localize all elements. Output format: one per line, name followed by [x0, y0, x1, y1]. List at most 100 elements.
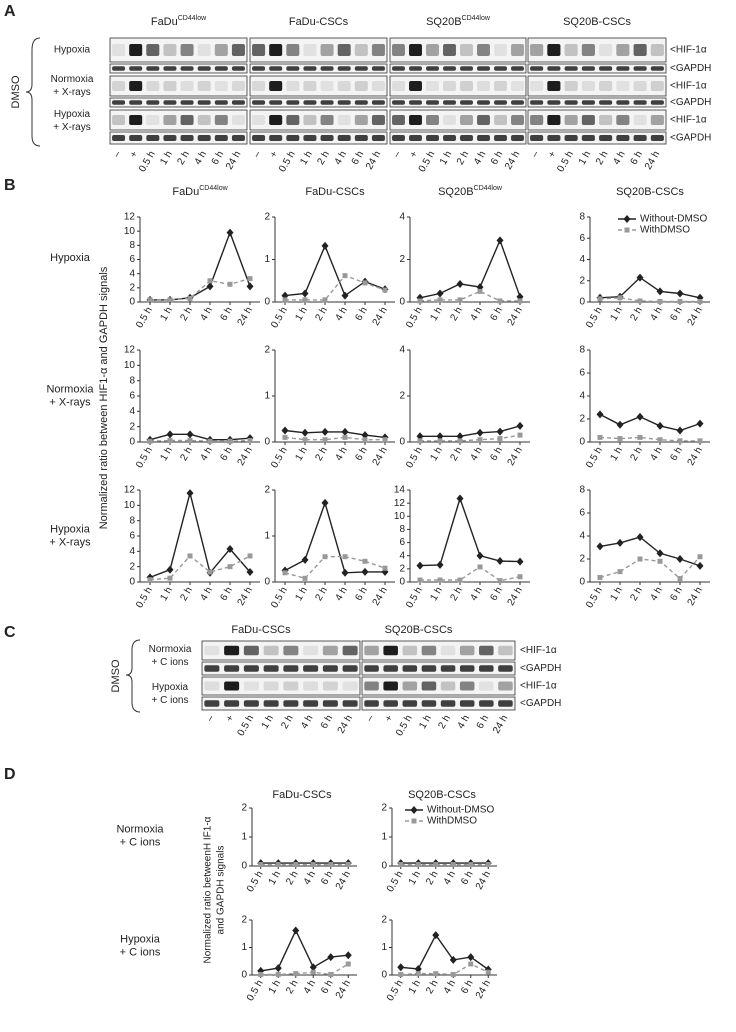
- point: [657, 298, 663, 304]
- blot-band: [112, 81, 126, 91]
- blot-band: [479, 700, 494, 707]
- y-tick-label: 6: [129, 531, 135, 542]
- x-tick-label: 24 h: [236, 445, 255, 467]
- blot-strip: [249, 97, 388, 108]
- blot-strip: [201, 661, 361, 676]
- blot-band: [197, 81, 211, 91]
- point: [416, 561, 424, 570]
- column-title: FaDu-CSCs: [272, 789, 332, 801]
- marker-label: <GAPDH: [670, 97, 711, 108]
- lane-label: –: [391, 149, 404, 160]
- point: [656, 549, 664, 558]
- point: [436, 289, 444, 298]
- blot-band: [364, 665, 379, 672]
- blot-band: [320, 115, 334, 125]
- blot-band: [409, 100, 422, 105]
- y-tick-label: 0: [381, 861, 387, 872]
- point: [456, 279, 464, 288]
- point: [450, 862, 456, 868]
- blot-band: [494, 66, 507, 71]
- y-tick-label: 8: [129, 515, 135, 526]
- blot-band: [303, 66, 317, 71]
- point: [597, 296, 603, 302]
- blot-band: [320, 100, 334, 105]
- point: [293, 862, 299, 868]
- point: [696, 561, 704, 570]
- blot-band: [581, 115, 595, 125]
- blot-band: [342, 665, 358, 672]
- point: [637, 556, 643, 562]
- y-tick-label: 0: [579, 577, 585, 588]
- point: [341, 427, 349, 436]
- blot-band: [650, 135, 664, 141]
- blot-band: [409, 66, 422, 71]
- y-tick-label: 0: [264, 577, 270, 588]
- y-tick-label: 4: [399, 550, 405, 561]
- blot-band: [383, 700, 398, 707]
- blot-band: [364, 700, 379, 707]
- point: [246, 568, 254, 577]
- x-tick-label: 4 h: [648, 305, 664, 323]
- blot-band: [224, 665, 240, 672]
- x-tick-label: 1 h: [428, 445, 444, 463]
- blot-band: [129, 66, 143, 71]
- blot-band: [650, 66, 664, 71]
- x-tick-label: 4 h: [468, 305, 484, 323]
- legend-label: Without-DMSO: [427, 805, 494, 816]
- point: [302, 437, 308, 443]
- x-tick-label: 0.5 h: [584, 445, 605, 470]
- blot-band: [511, 66, 524, 71]
- y-tick-label: 2: [241, 803, 247, 814]
- y-tick-label: 10: [394, 511, 406, 522]
- column-title: SQ20B-CSCs: [408, 789, 476, 801]
- blot-band: [322, 665, 338, 672]
- blot-band: [530, 115, 544, 125]
- y-tick-label: 2: [381, 803, 387, 814]
- blot-band: [511, 44, 524, 56]
- point: [417, 438, 423, 444]
- marker-label: <GAPDH: [520, 663, 561, 674]
- point: [302, 575, 308, 581]
- y-tick-label: 4: [579, 531, 585, 542]
- blot-band: [214, 66, 228, 71]
- point: [147, 577, 153, 583]
- blot-band: [383, 665, 398, 672]
- point: [697, 554, 703, 560]
- point: [282, 297, 288, 303]
- blot-band: [204, 700, 220, 707]
- column-title-main: SQ20B-CSCs: [616, 186, 684, 198]
- x-tick-label: 2 h: [628, 445, 644, 463]
- lane-label: 6 h: [319, 713, 335, 731]
- x-tick-label: 1 h: [608, 305, 624, 323]
- marker-label: <HIF-1α: [520, 645, 557, 656]
- blot-band: [112, 100, 126, 105]
- blot-band: [204, 665, 220, 672]
- x-tick-label: 6 h: [218, 445, 234, 463]
- x-tick-label: 4 h: [468, 585, 484, 603]
- blot-strip: [249, 75, 388, 97]
- lane-label: 1 h: [158, 149, 174, 167]
- blot-band: [530, 100, 544, 105]
- point: [637, 434, 643, 440]
- blot-band: [440, 665, 456, 672]
- blot-strip: [527, 131, 667, 145]
- x-tick-label: 1 h: [293, 585, 309, 603]
- y-tick-label: 8: [129, 375, 135, 386]
- y-tick-label: 0: [381, 970, 387, 981]
- condition-label: Hypoxia: [54, 109, 91, 120]
- blot-band: [530, 81, 544, 91]
- point: [456, 494, 464, 503]
- x-tick-label: 4 h: [648, 445, 664, 463]
- x-tick-label: 24 h: [371, 305, 390, 327]
- y-tick-label: 2: [264, 345, 270, 356]
- x-tick-label: 0.5 h: [404, 445, 425, 470]
- lane-label: 4 h: [299, 713, 315, 731]
- blot-band: [214, 100, 228, 105]
- condition-label: Normoxia: [51, 74, 94, 85]
- blot-band: [286, 81, 300, 91]
- blot-band: [650, 100, 664, 105]
- series-line: [260, 928, 349, 972]
- blot-band: [354, 44, 368, 56]
- blot-band: [392, 100, 405, 105]
- blot-band: [460, 44, 473, 56]
